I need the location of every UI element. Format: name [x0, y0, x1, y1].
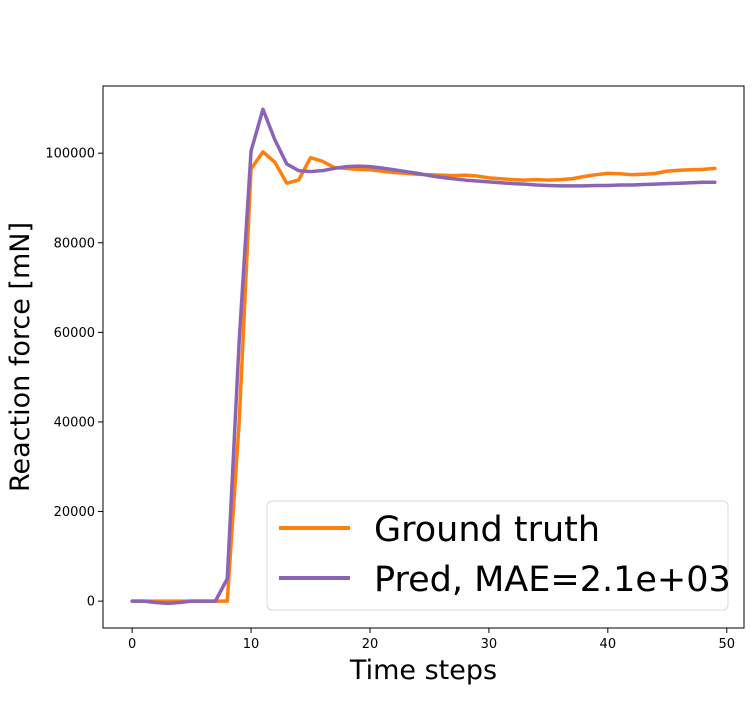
- legend-label-pred: Pred, MAE=2.1e+03: [374, 560, 731, 600]
- legend-label-ground-truth: Ground truth: [374, 510, 600, 550]
- plot-frame: [102, 85, 745, 629]
- x-tick-label: 10: [243, 637, 260, 652]
- series-line-pred: [130, 107, 717, 606]
- legend-box: [266, 500, 729, 611]
- legend: Ground truth Pred, MAE=2.1e+03: [266, 500, 731, 611]
- y-tick-label: 40000: [54, 415, 95, 430]
- series-layer: [130, 107, 717, 606]
- y-axis-title: Reaction force [mN]: [5, 222, 36, 492]
- y-tick-label: 20000: [54, 505, 95, 520]
- y-tick-label: 60000: [54, 326, 95, 341]
- y-tick-label: 100000: [45, 147, 95, 162]
- y-axis: 0 20000 40000 60000 80000 100000: [45, 147, 103, 610]
- x-tick-label: 50: [718, 637, 735, 652]
- x-tick-label: 30: [481, 637, 498, 652]
- y-tick-label: 0: [87, 595, 95, 610]
- y-tick-label: 80000: [54, 236, 95, 251]
- x-tick-label: 0: [128, 637, 136, 652]
- x-axis-title: Time steps: [349, 655, 497, 686]
- x-tick-label: 40: [600, 637, 617, 652]
- x-axis: 0 10 20 30 40 50: [128, 628, 735, 652]
- x-tick-label: 20: [362, 637, 379, 652]
